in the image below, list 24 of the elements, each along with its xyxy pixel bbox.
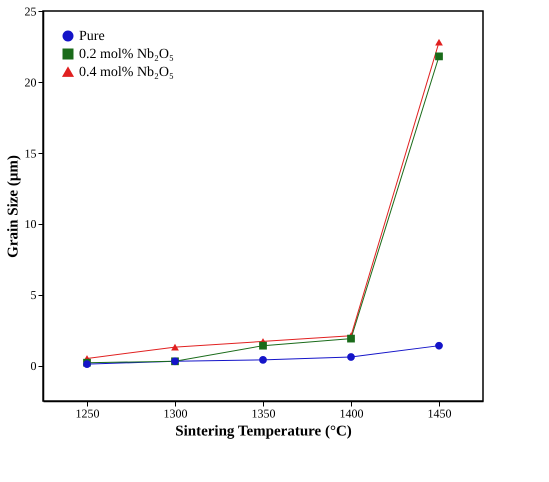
y-tick-label: 25: [24, 4, 36, 18]
point: [435, 38, 443, 46]
x-tick-label: 1250: [76, 406, 100, 420]
y-tick-label: 15: [24, 146, 36, 160]
point: [171, 344, 179, 350]
x-axis-title: Sintering Temperature (°C): [175, 424, 352, 440]
y-tick-label: 5: [30, 288, 36, 302]
legend-label: Pure: [79, 29, 105, 44]
point: [347, 334, 355, 342]
legend-label: 0.4 mol% Nb₂O₅: [79, 65, 174, 80]
x-tick-label: 1350: [252, 406, 276, 420]
point: [259, 342, 267, 350]
y-axis-title: Grain Size (μm): [6, 155, 22, 258]
x-tick-label: 1400: [340, 406, 364, 420]
point: [435, 342, 443, 350]
y-tick-label: 20: [24, 75, 36, 90]
x-tick-label: 1450: [428, 406, 452, 420]
point: [435, 52, 443, 60]
point: [259, 356, 267, 364]
y-tick-label: 10: [24, 217, 36, 232]
x-tick-label: 1300: [164, 406, 188, 420]
y-tick-label: 0: [30, 359, 36, 374]
legend-label: 0.2 mol% Nb₂O₅: [79, 47, 174, 62]
point: [347, 353, 355, 361]
